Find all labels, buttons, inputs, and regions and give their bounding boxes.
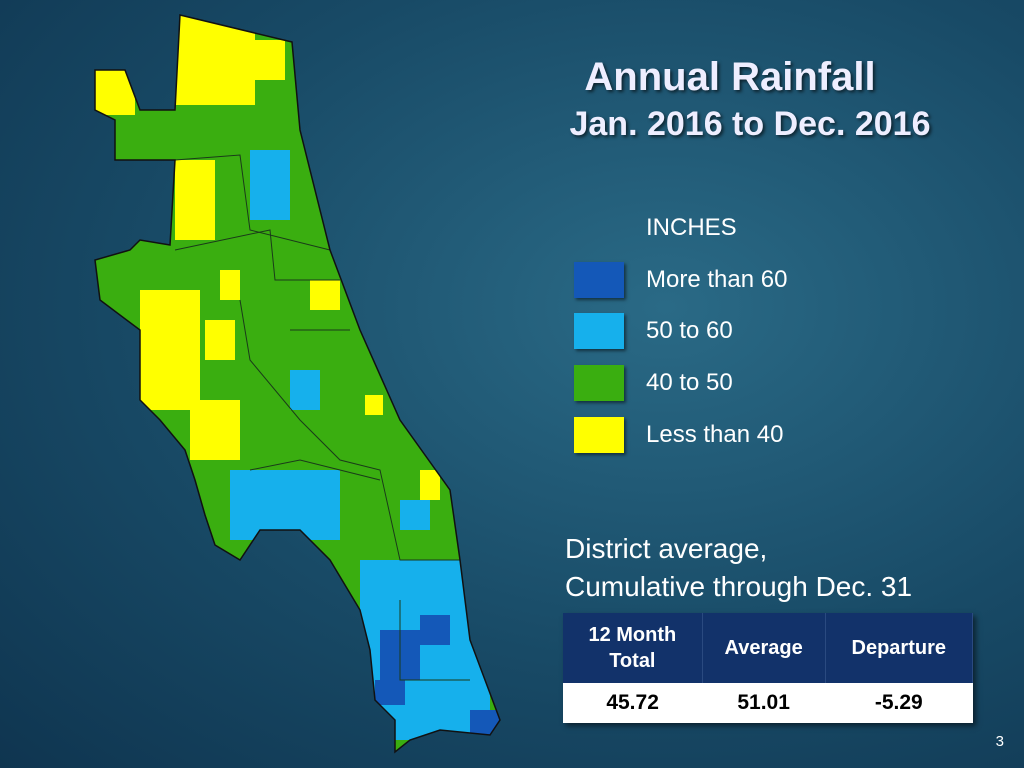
county-boundaries — [174, 154, 470, 681]
legend-item: 40 to 50 — [574, 365, 733, 401]
value-average: 51.01 — [702, 683, 826, 723]
legend-item: More than 60 — [574, 262, 787, 298]
legend-label: 50 to 60 — [646, 317, 733, 344]
header-average: Average — [702, 613, 826, 683]
legend-swatch — [574, 313, 624, 349]
legend-item: Less than 40 — [574, 417, 783, 453]
caption-line-1: District average, — [565, 533, 768, 564]
district-average-caption: District average, Cumulative through Dec… — [565, 530, 912, 606]
legend-label: 40 to 50 — [646, 369, 733, 396]
value-12-month-total: 45.72 — [563, 683, 703, 723]
header-12-month-total: 12 Month Total — [563, 613, 703, 683]
legend-item: 50 to 60 — [574, 313, 733, 349]
header-departure: Departure — [825, 613, 974, 683]
legend-swatch — [574, 417, 624, 453]
rainfall-summary-table: 12 Month Total Average Departure 45.72 51.0… — [563, 613, 974, 723]
slide-title: Annual Rainfall — [584, 55, 876, 99]
legend-swatch — [574, 365, 624, 401]
value-departure: -5.29 — [825, 683, 973, 723]
page-number: 3 — [995, 733, 1004, 750]
legend-swatch — [574, 262, 624, 298]
legend-label: Less than 40 — [646, 421, 784, 448]
legend-heading: INCHES — [646, 214, 737, 241]
slide-subtitle: Jan. 2016 to Dec. 2016 — [569, 105, 931, 143]
caption-line-2: Cumulative through Dec. 31 — [565, 571, 913, 602]
legend-label: More than 60 — [646, 266, 788, 293]
